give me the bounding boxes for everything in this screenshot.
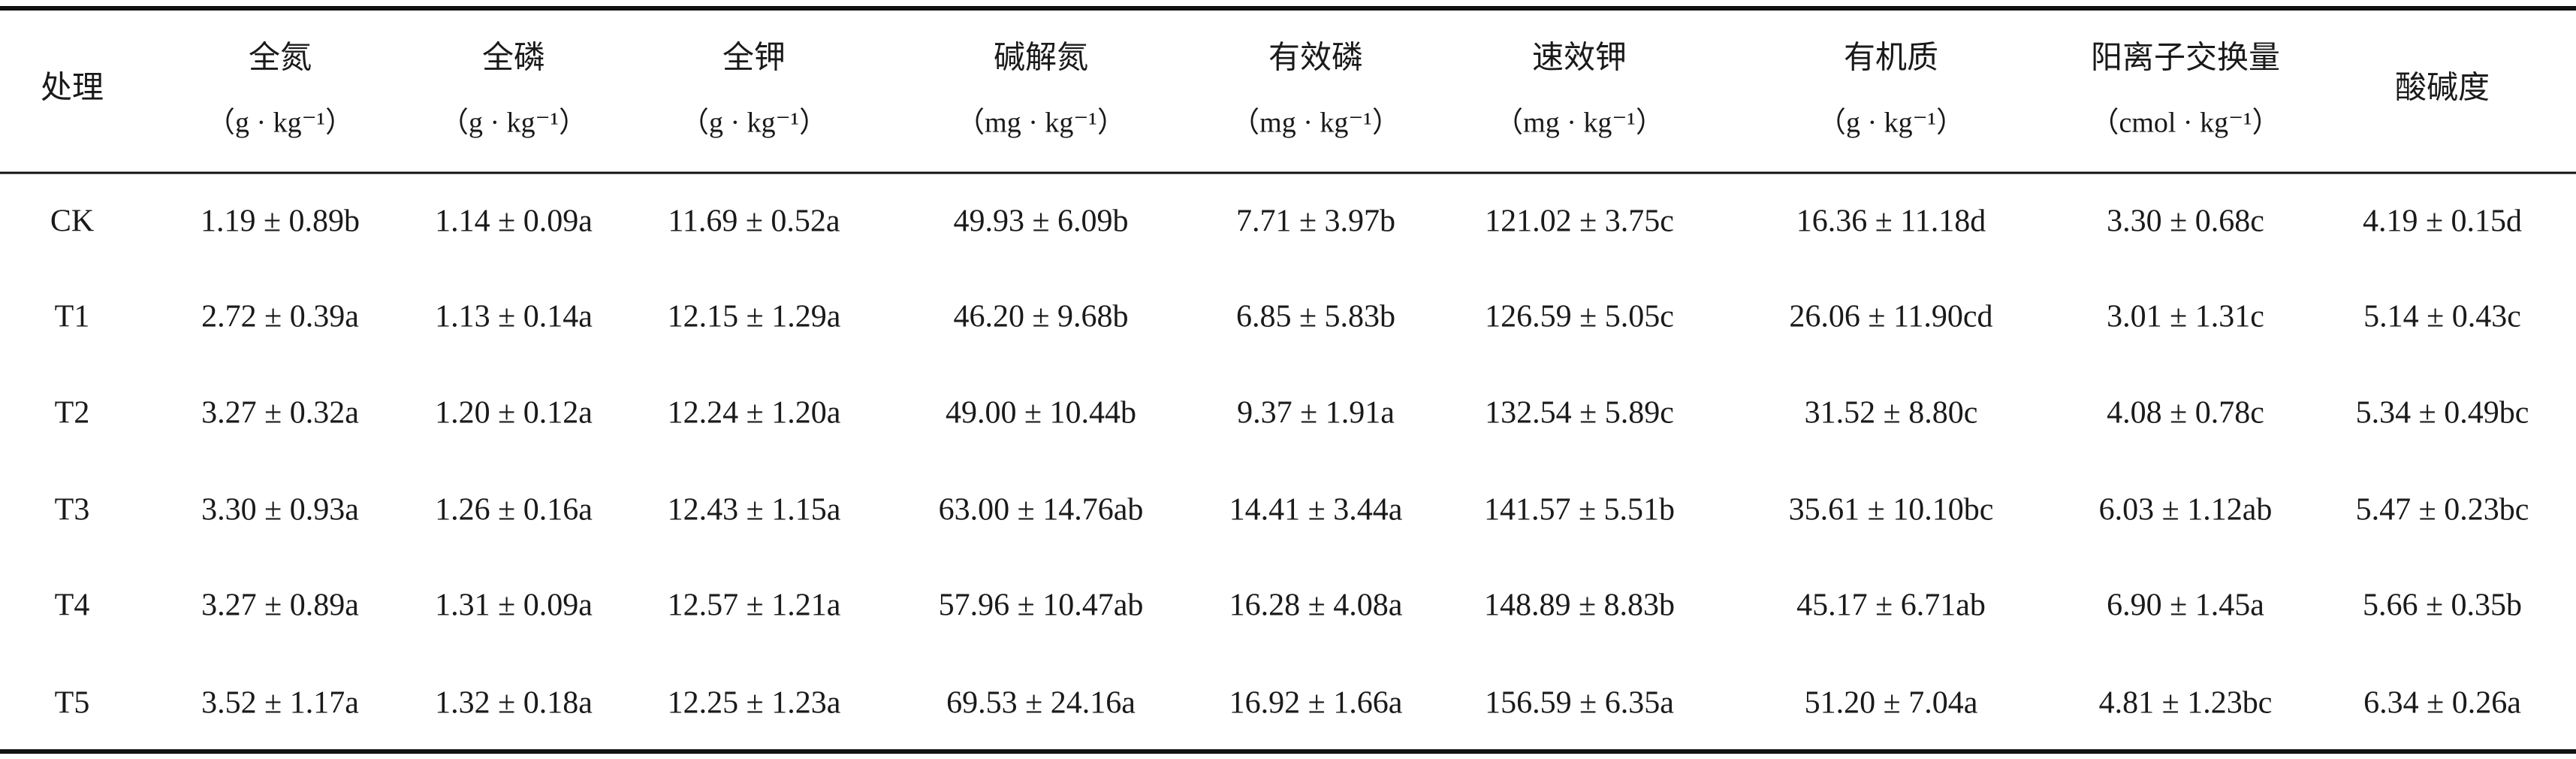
cell: 31.52 ± 8.80c xyxy=(1805,396,1978,431)
cell: 4.19 ± 0.15d xyxy=(2363,204,2522,239)
cell: 11.69 ± 0.52a xyxy=(668,204,840,239)
cell: 57.96 ± 10.47ab xyxy=(939,588,1144,623)
header-unit: （mg · kg⁻¹） xyxy=(1231,107,1401,139)
cell: 5.34 ± 0.49bc xyxy=(2356,396,2529,431)
cell: 5.14 ± 0.43c xyxy=(2363,300,2521,334)
cell: 3.30 ± 0.93a xyxy=(201,493,359,528)
cell: T5 xyxy=(55,686,90,721)
cell: 141.57 ± 5.51b xyxy=(1484,493,1675,528)
cell: 45.17 ± 6.71ab xyxy=(1796,588,1986,623)
header-name: 处理 xyxy=(41,71,104,106)
cell: 3.52 ± 1.17a xyxy=(201,686,359,721)
cell: 1.31 ± 0.09a xyxy=(435,588,593,623)
cell: T3 xyxy=(55,493,90,528)
cell: 26.06 ± 11.90cd xyxy=(1789,300,1992,334)
cell: 4.08 ± 0.78c xyxy=(2107,396,2264,431)
cell: 4.81 ± 1.23bc xyxy=(2099,686,2273,721)
cell: 5.66 ± 0.35b xyxy=(2363,588,2522,623)
header-unit: （g · kg⁻¹） xyxy=(1817,107,1965,139)
cell: CK xyxy=(50,204,94,239)
header-name: 碱解氮 xyxy=(994,41,1088,76)
header-name: 有效磷 xyxy=(1268,41,1363,76)
cell: 3.30 ± 0.68c xyxy=(2107,204,2264,239)
cell: 14.41 ± 3.44a xyxy=(1229,493,1403,528)
cell: 1.20 ± 0.12a xyxy=(435,396,593,431)
header-name: 速效钾 xyxy=(1532,41,1627,76)
cell: 3.01 ± 1.31c xyxy=(2107,300,2264,334)
cell: 9.37 ± 1.91a xyxy=(1237,396,1395,431)
cell: T1 xyxy=(55,300,90,334)
cell: 12.25 ± 1.23a xyxy=(668,686,841,721)
cell: 1.13 ± 0.14a xyxy=(435,300,593,334)
cell: T4 xyxy=(55,588,90,623)
cell: 5.47 ± 0.23bc xyxy=(2356,493,2529,528)
cell: 69.53 ± 24.16a xyxy=(946,686,1136,721)
header-unit: （mg · kg⁻¹） xyxy=(956,107,1126,139)
cell: 156.59 ± 6.35a xyxy=(1485,686,1674,721)
header-name: 全磷 xyxy=(482,41,545,76)
cell: 6.90 ± 1.45a xyxy=(2107,588,2264,623)
cell: 12.15 ± 1.29a xyxy=(668,300,841,334)
cell: 3.27 ± 0.32a xyxy=(201,396,359,431)
cell: 51.20 ± 7.04a xyxy=(1805,686,1978,721)
header-unit: （g · kg⁻¹） xyxy=(440,107,587,139)
cell: 35.61 ± 10.10bc xyxy=(1789,493,1994,528)
header-name: 酸碱度 xyxy=(2395,71,2490,106)
cell: 6.85 ± 5.83b xyxy=(1236,300,1395,334)
cell: 148.89 ± 8.83b xyxy=(1484,588,1675,623)
cell: 1.32 ± 0.18a xyxy=(435,686,593,721)
cell: 63.00 ± 14.76ab xyxy=(939,493,1144,528)
cell: 132.54 ± 5.89c xyxy=(1485,396,1674,431)
header-unit: （mg · kg⁻¹） xyxy=(1495,107,1664,139)
cell: 49.93 ± 6.09b xyxy=(953,204,1128,239)
cell: 46.20 ± 9.68b xyxy=(953,300,1128,334)
cell: T2 xyxy=(55,396,90,431)
header-name: 阳离子交换量 xyxy=(2091,41,2280,76)
cell: 6.34 ± 0.26a xyxy=(2363,686,2521,721)
cell: 12.24 ± 1.20a xyxy=(668,396,841,431)
header-name: 有机质 xyxy=(1844,41,1938,76)
header-unit: （g · kg⁻¹） xyxy=(207,107,354,139)
header-name: 全氮 xyxy=(249,41,312,76)
cell: 1.19 ± 0.89b xyxy=(201,204,360,239)
cell: 3.27 ± 0.89a xyxy=(201,588,359,623)
cell: 16.92 ± 1.66a xyxy=(1229,686,1403,721)
cell: 6.03 ± 1.12ab xyxy=(2099,493,2273,528)
cell: 121.02 ± 3.75c xyxy=(1485,204,1674,239)
cell: 126.59 ± 5.05c xyxy=(1485,300,1674,334)
cell: 2.72 ± 0.39a xyxy=(201,300,359,334)
header-name: 全钾 xyxy=(722,41,786,76)
header-unit: （cmol · kg⁻¹） xyxy=(2090,107,2280,139)
header-unit: （g · kg⁻¹） xyxy=(680,107,828,139)
cell: 7.71 ± 3.97b xyxy=(1236,204,1395,239)
cell: 12.57 ± 1.21a xyxy=(668,588,841,623)
cell: 16.36 ± 11.18d xyxy=(1796,204,1986,239)
cell: 12.43 ± 1.15a xyxy=(668,493,841,528)
cell: 1.26 ± 0.16a xyxy=(435,493,593,528)
cell: 49.00 ± 10.44b xyxy=(946,396,1136,431)
cell: 1.14 ± 0.09a xyxy=(435,204,593,239)
cell: 16.28 ± 4.08a xyxy=(1229,588,1403,623)
